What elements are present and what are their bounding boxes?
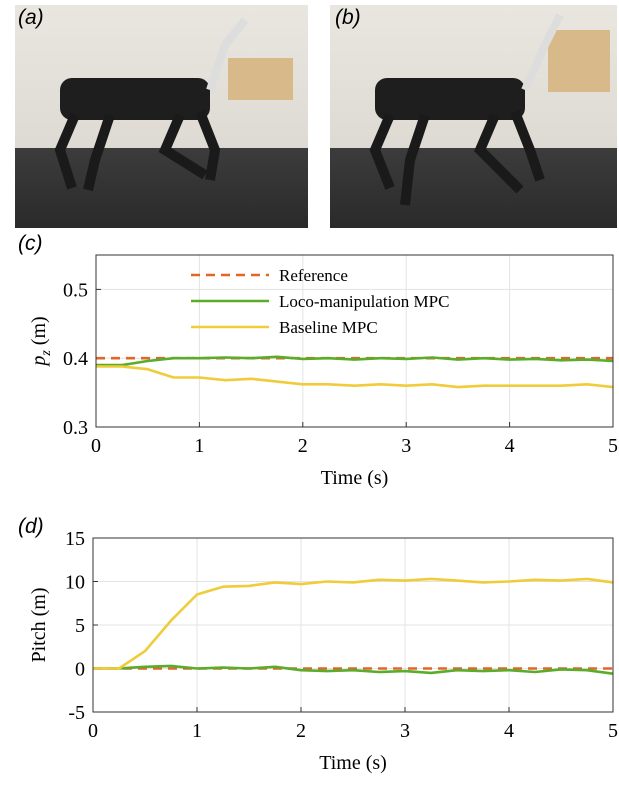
x-tick-label: 3 bbox=[400, 720, 410, 742]
y-label-symbol: p bbox=[28, 356, 50, 368]
x-tick-label: 2 bbox=[298, 435, 308, 457]
x-tick-label: 2 bbox=[296, 720, 306, 742]
y-label-unit: (m) bbox=[28, 316, 50, 345]
y-tick-label: 5 bbox=[75, 615, 85, 637]
data-line bbox=[93, 664, 614, 675]
y-tick-label: -5 bbox=[68, 702, 85, 724]
y-tick-label: 15 bbox=[65, 528, 85, 550]
data-line bbox=[93, 577, 614, 670]
x-tick-label: 1 bbox=[194, 435, 204, 457]
panel-label: (b) bbox=[335, 6, 361, 29]
x-axis-label: Time (s) bbox=[319, 752, 387, 774]
x-tick-label: 0 bbox=[88, 720, 98, 742]
panel-label: (d) bbox=[18, 515, 44, 538]
y-axis-label: pz (m) bbox=[28, 316, 54, 367]
x-tick-label: 4 bbox=[505, 435, 515, 457]
x-tick-label: 3 bbox=[401, 435, 411, 457]
x-tick-label: 5 bbox=[608, 720, 618, 742]
x-tick-label: 5 bbox=[608, 435, 618, 457]
x-axis-label: Time (s) bbox=[321, 467, 389, 489]
legend-label: Baseline MPC bbox=[279, 318, 378, 337]
y-tick-label: 0.3 bbox=[63, 417, 88, 439]
data-line bbox=[96, 355, 614, 367]
photo-b bbox=[330, 5, 617, 228]
panel-label: (c) bbox=[18, 232, 43, 255]
y-tick-label: 10 bbox=[65, 572, 85, 594]
plot-frame bbox=[92, 537, 614, 713]
y-label-subscript: z bbox=[39, 350, 54, 357]
data-line bbox=[96, 365, 614, 389]
panel-label: (a) bbox=[18, 6, 44, 29]
legend-label: Reference bbox=[279, 266, 348, 285]
y-tick-label: 0.5 bbox=[63, 279, 88, 301]
plot-frame bbox=[95, 254, 614, 428]
x-tick-label: 0 bbox=[91, 435, 101, 457]
x-tick-label: 4 bbox=[504, 720, 514, 742]
y-tick-label: 0.4 bbox=[63, 348, 88, 370]
legend-label: Loco-manipulation MPC bbox=[279, 292, 449, 311]
photo-a bbox=[15, 5, 308, 228]
x-tick-label: 1 bbox=[192, 720, 202, 742]
y-axis-label: Pitch (m) bbox=[28, 588, 50, 663]
y-tick-label: 0 bbox=[75, 659, 85, 681]
plot-area bbox=[96, 255, 613, 427]
